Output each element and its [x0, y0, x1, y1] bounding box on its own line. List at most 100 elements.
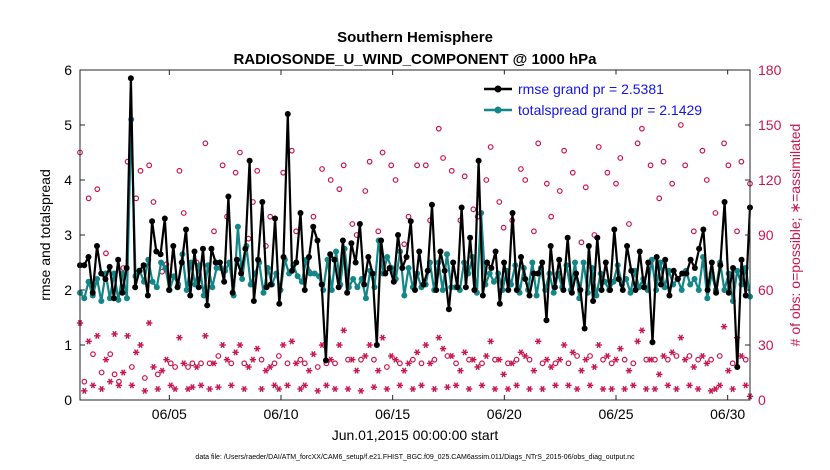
asterisk-stroke [280, 341, 286, 349]
possible-obs-point [297, 356, 304, 363]
rmse-data-point [624, 243, 631, 249]
asterisk-stroke [311, 351, 316, 358]
assimilated-obs-point [210, 360, 218, 367]
asterisk-stroke [285, 382, 290, 389]
asterisk-stroke [423, 341, 429, 349]
asterisk-stroke [211, 360, 217, 367]
assimilated-obs-point [241, 385, 248, 393]
asterisk-stroke [652, 385, 658, 393]
y2-tick-label: 30 [758, 337, 774, 353]
rmse-data-point [318, 281, 325, 288]
rmse-data-point [721, 199, 728, 205]
spread-data-point [691, 276, 698, 282]
spread-data-point [593, 292, 600, 299]
assimilated-obs-point [470, 356, 477, 363]
spread-data-point [311, 270, 318, 277]
spread-data-point [486, 270, 493, 277]
asterisk-stroke [484, 352, 489, 360]
asterisk-stroke [168, 382, 173, 389]
y-tick-label: 2 [64, 282, 72, 298]
rmse-data-point [178, 259, 185, 266]
possible-obs-point [392, 177, 399, 183]
possible-obs-point [716, 353, 723, 359]
spread-data-point [209, 284, 216, 291]
assimilated-obs-point [413, 349, 421, 356]
asterisk-stroke [488, 338, 493, 345]
rmse-data-point [212, 259, 219, 266]
asterisk-stroke [739, 352, 744, 360]
spread-data-point [149, 278, 156, 285]
spread-data-point [405, 265, 412, 271]
possible-obs-point [358, 356, 364, 363]
possible-obs-point [587, 353, 593, 359]
spread-data-point [401, 292, 408, 299]
y-tick-label: 6 [64, 62, 72, 78]
rmse-data-point [611, 226, 618, 233]
asterisk-stroke [376, 367, 381, 374]
asterisk-stroke [605, 352, 610, 360]
rmse-data-point [628, 267, 635, 274]
rmse-data-point [467, 234, 474, 241]
assimilated-obs-point [370, 384, 378, 391]
rmse-data-point [649, 339, 656, 346]
assimilated-obs-point [496, 356, 503, 363]
assimilated-obs-point [677, 334, 685, 341]
legend-rmse-label: rmse grand pr = 2.5381 [518, 81, 664, 97]
assimilated-obs-point [578, 367, 585, 374]
asterisk-stroke [518, 349, 524, 356]
assimilated-obs-point [180, 360, 187, 367]
asterisk-stroke [691, 363, 697, 371]
rmse-data-point [369, 270, 376, 277]
rmse-data-point [412, 287, 418, 293]
asterisk-stroke [531, 367, 537, 374]
spread-data-point [85, 278, 92, 285]
rmse-data-point [399, 265, 406, 271]
rmse-data-point [195, 284, 202, 291]
asterisk-stroke [540, 385, 545, 393]
spread-data-point [260, 289, 267, 296]
possible-obs-point [185, 364, 191, 370]
possible-obs-point [708, 356, 714, 363]
possible-obs-point [621, 356, 628, 363]
rmse-series-line [80, 77, 752, 369]
asterisk-stroke [172, 385, 178, 393]
assimilated-obs-point [625, 367, 633, 374]
assimilated-obs-point [353, 367, 360, 374]
possible-obs-point [219, 162, 226, 169]
assimilated-obs-point [120, 369, 127, 376]
assimilated-obs-point [409, 385, 417, 393]
rmse-data-point [144, 292, 151, 299]
possible-obs-point [656, 195, 663, 202]
possible-obs-point [725, 162, 732, 169]
asterisk-stroke [635, 338, 640, 345]
assimilated-obs-point [656, 371, 663, 378]
spread-data-point [354, 284, 361, 291]
assimilated-obs-point [202, 332, 209, 339]
assimilated-obs-point [487, 338, 494, 345]
assimilated-obs-point [699, 352, 706, 360]
rmse-data-point [378, 237, 385, 244]
asterisk-stroke [631, 382, 636, 389]
y-tick-label: 4 [64, 172, 72, 188]
assimilated-obs-point [586, 382, 594, 389]
rmse-data-point [242, 245, 249, 252]
asterisk-stroke [492, 385, 498, 393]
rmse-data-point [81, 262, 88, 269]
assimilated-obs-point [608, 385, 615, 393]
possible-obs-point [673, 353, 680, 359]
possible-obs-point [634, 140, 641, 147]
assimilated-obs-point [673, 385, 680, 393]
possible-obs-point [639, 125, 645, 132]
assimilated-obs-point [89, 382, 97, 389]
assimilated-obs-point [245, 363, 252, 371]
possible-obs-point [578, 239, 585, 246]
asterisk-stroke [328, 356, 333, 363]
rmse-data-point [738, 256, 745, 263]
asterisk-stroke [237, 341, 243, 349]
asterisk-stroke [657, 371, 662, 378]
rmse-data-point [691, 265, 698, 271]
asterisk-stroke [393, 356, 398, 363]
assimilated-obs-point [660, 352, 667, 360]
asterisk-stroke [350, 356, 355, 363]
